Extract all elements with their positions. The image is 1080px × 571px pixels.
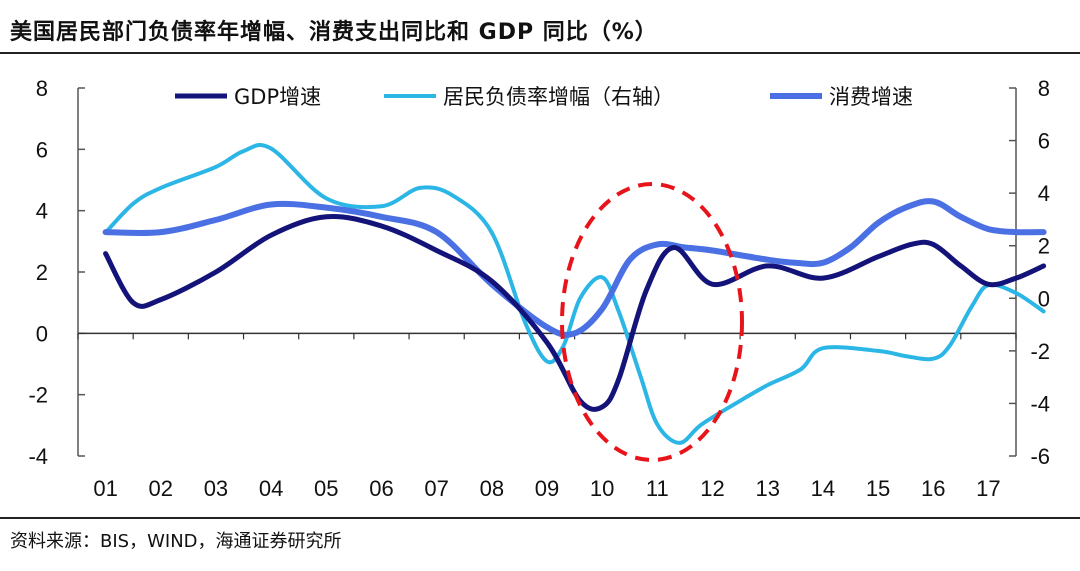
x-tick-label: 17 (976, 476, 1000, 501)
x-tick-label: 04 (259, 476, 283, 501)
x-tick-label: 11 (646, 476, 669, 501)
source-divider (0, 517, 1080, 519)
x-tick-label: 01 (93, 476, 117, 501)
left-tick-label: 4 (36, 199, 48, 224)
right-tick-label: 4 (1038, 181, 1050, 206)
right-tick-label: 8 (1038, 76, 1050, 101)
x-tick-label: 08 (480, 476, 504, 501)
x-tick-label: 07 (424, 476, 448, 501)
right-tick-label: 0 (1038, 286, 1050, 311)
title-divider (0, 52, 1080, 54)
series-line-0 (103, 214, 1047, 412)
right-tick-label: -2 (1030, 339, 1050, 364)
x-tick-label: 03 (204, 476, 228, 501)
left-tick-label: 6 (36, 137, 48, 162)
legend-label-2: 消费增速 (829, 85, 913, 109)
left-tick-label: -2 (28, 383, 48, 408)
x-tick-label: 09 (535, 476, 559, 501)
x-tick-label: 05 (314, 476, 338, 501)
legend-label-1: 居民负债率增幅（右轴） (443, 85, 674, 109)
x-tick-label: 02 (149, 476, 173, 501)
right-tick-label: 6 (1038, 129, 1050, 154)
x-tick-label: 13 (755, 476, 779, 501)
series-line-1 (103, 143, 1046, 445)
x-tick-label: 06 (369, 476, 393, 501)
chart-title: 美国居民部门负债率年增幅、消费支出同比和 GDP 同比（%） (10, 20, 658, 45)
right-tick-label: -4 (1030, 391, 1050, 416)
x-tick-label: 14 (811, 476, 835, 501)
left-tick-label: 8 (36, 76, 48, 101)
source-note: 资料来源：BIS，WIND，海通证券研究所 (10, 531, 342, 552)
right-tick-label: -6 (1030, 444, 1050, 469)
x-tick-label: 12 (700, 476, 724, 501)
x-tick-label: 10 (590, 476, 614, 501)
x-tick-label: 15 (866, 476, 890, 501)
left-tick-label: -4 (28, 444, 48, 469)
left-tick-label: 2 (36, 260, 48, 285)
legend-label-0: GDP增速 (234, 85, 321, 109)
x-tick-label: 16 (921, 476, 945, 501)
right-tick-label: 2 (1038, 234, 1050, 259)
highlight-ellipse (560, 182, 744, 462)
left-tick-label: 0 (36, 321, 48, 346)
series-line-2 (102, 198, 1047, 338)
